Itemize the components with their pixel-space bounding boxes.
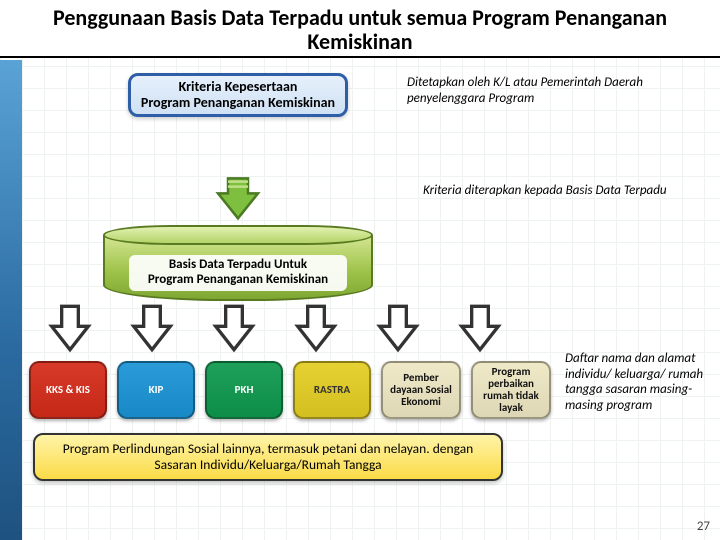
diagram-stage: Kriteria Kepesertaan Program Penanganan … [25, 65, 710, 530]
side-accent [0, 60, 22, 540]
arrow-down-icon [213, 175, 263, 225]
arrow-row [45, 301, 505, 355]
program-pill: KIP [117, 361, 195, 419]
hollow-arrow-icon [45, 301, 95, 355]
hollow-arrow-icon [291, 301, 341, 355]
cylinder-line1: Basis Data Terpadu Untuk [135, 258, 341, 273]
hollow-arrow-icon [127, 301, 177, 355]
program-pill: Program perbaikan rumah tidak layak [471, 361, 551, 419]
program-pill: PKH [205, 361, 283, 419]
database-cylinder: Basis Data Terpadu Untuk Program Penanga… [103, 225, 373, 301]
cylinder-line2: Program Penanganan Kemiskinan [135, 273, 341, 288]
hollow-arrow-icon [209, 301, 259, 355]
note-1: Ditetapkan oleh K/L atau Pemerintah Daer… [407, 75, 687, 106]
criteria-line1: Kriteria Kepesertaan [179, 79, 298, 95]
program-pill: RASTRA [293, 361, 371, 419]
note-2: Kriteria diterapkan kepada Basis Data Te… [423, 183, 673, 199]
note-3: Daftar nama dan alamat individu/ keluarg… [565, 351, 710, 413]
hollow-arrow-icon [373, 301, 423, 355]
program-row: KKS & KIS KIP PKH RASTRA Pember dayaan S… [29, 361, 551, 419]
criteria-box: Kriteria Kepesertaan Program Penanganan … [128, 73, 348, 117]
page-number: 27 [697, 519, 710, 534]
program-pill: Pember dayaan Sosial Ekonomi [381, 361, 461, 419]
hollow-arrow-icon [455, 301, 505, 355]
program-pill: KKS & KIS [29, 361, 107, 419]
criteria-line2: Program Penanganan Kemiskinan [141, 95, 335, 111]
page-title: Penggunaan Basis Data Terpadu untuk semu… [0, 0, 720, 58]
bottom-box: Program Perlindungan Sosial lainnya, ter… [33, 433, 503, 481]
